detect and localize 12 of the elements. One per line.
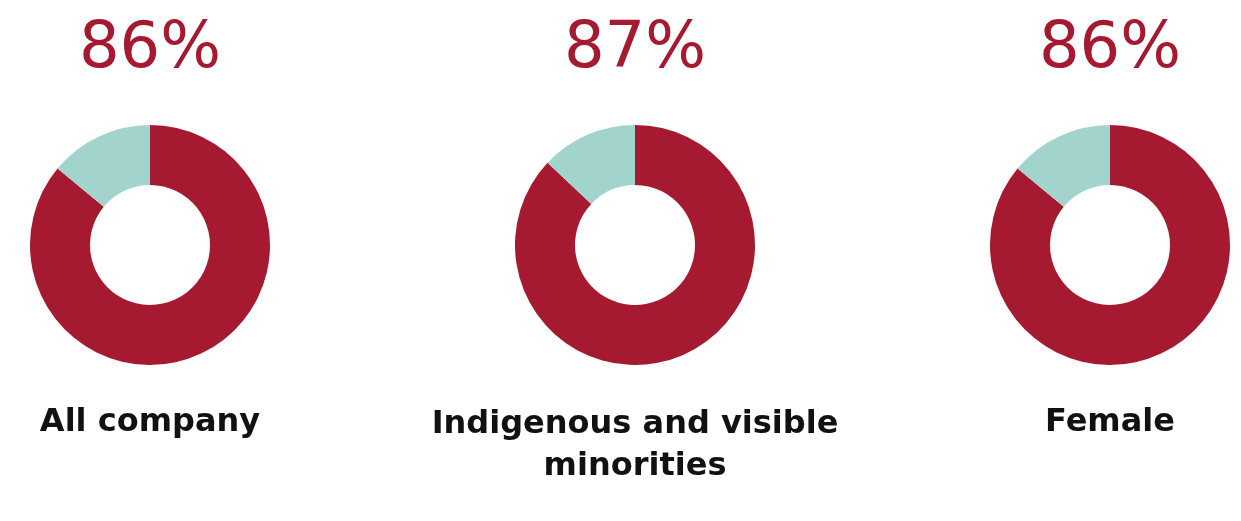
donut-slice: [990, 125, 1230, 365]
donut-slice: [515, 125, 755, 365]
donut-slice: [57, 125, 150, 207]
chart-title: 86%: [78, 8, 222, 83]
donut-slice: [547, 125, 635, 204]
chart-title: 87%: [563, 8, 707, 83]
donut-slice: [1017, 125, 1110, 207]
text: Indigenous and visible minorities: [430, 402, 840, 485]
donut-slice: [30, 125, 270, 365]
text: Female: [1044, 401, 1176, 439]
chart-title: 86%: [1038, 8, 1182, 83]
text: All company: [38, 401, 262, 439]
